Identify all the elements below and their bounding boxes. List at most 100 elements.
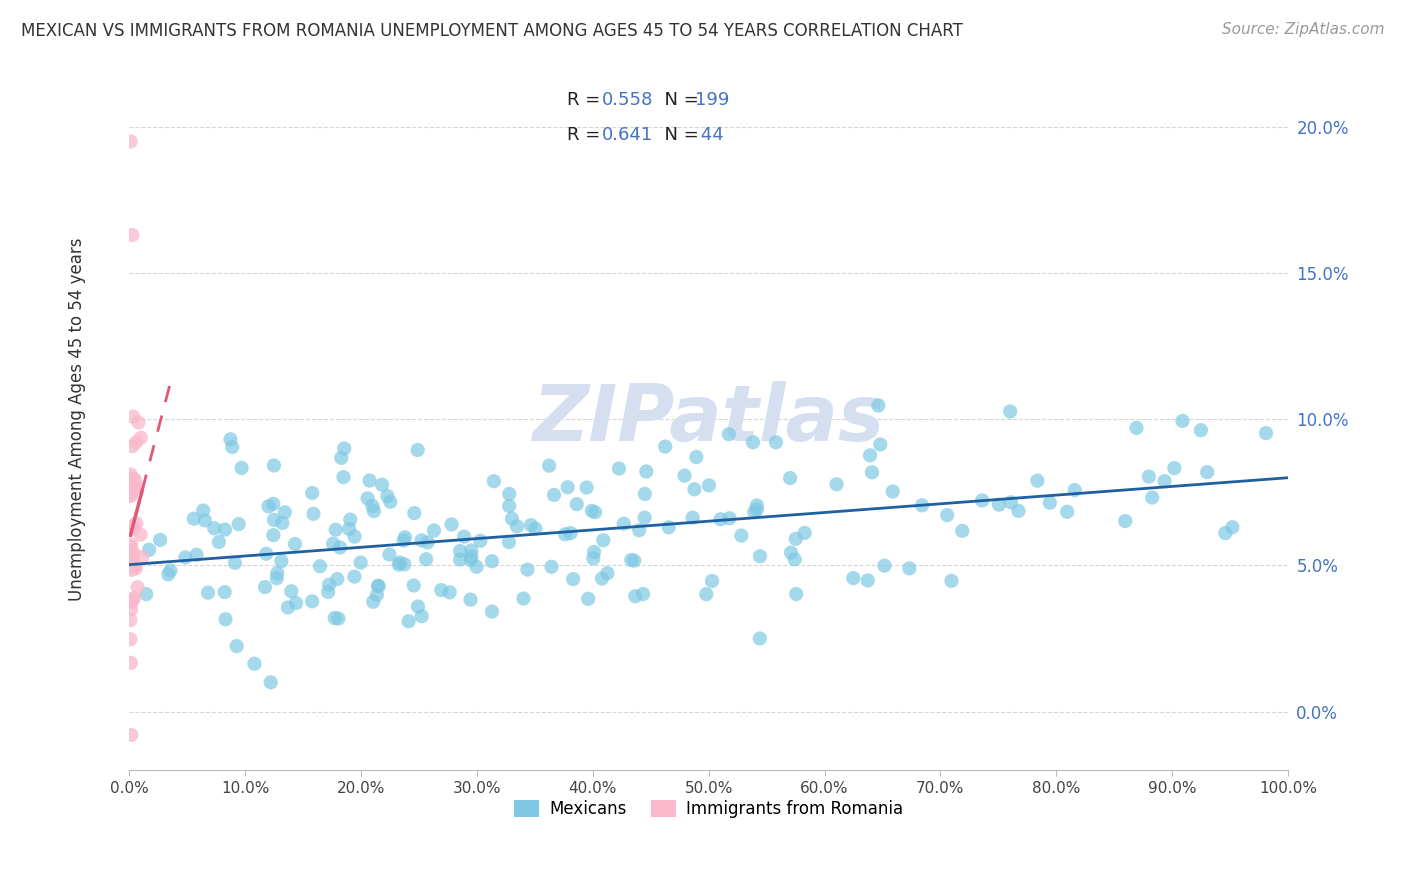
- Text: ZIPatlas: ZIPatlas: [533, 381, 884, 458]
- Point: [243, 657, 266, 671]
- Point: [607, 461, 630, 475]
- Text: MEXICAN VS IMMIGRANTS FROM ROMANIA UNEMPLOYMENT AMONG AGES 45 TO 54 YEARS CORREL: MEXICAN VS IMMIGRANTS FROM ROMANIA UNEMP…: [21, 22, 963, 40]
- Point: [1140, 491, 1163, 505]
- Point: [377, 489, 399, 503]
- Point: [124, 559, 146, 574]
- Point: [121, 228, 143, 243]
- Point: [742, 435, 765, 450]
- Point: [120, 728, 142, 742]
- Point: [121, 483, 143, 498]
- Point: [122, 592, 145, 607]
- Text: 199: 199: [695, 91, 730, 109]
- Point: [138, 542, 160, 557]
- Point: [765, 435, 787, 450]
- Point: [120, 540, 142, 554]
- Point: [253, 580, 276, 594]
- Point: [120, 488, 142, 502]
- Point: [270, 554, 292, 568]
- Point: [1222, 520, 1244, 534]
- Point: [868, 399, 890, 413]
- Point: [1063, 483, 1085, 497]
- Point: [783, 552, 806, 566]
- Point: [742, 505, 765, 519]
- Point: [460, 592, 482, 607]
- Point: [562, 572, 585, 586]
- Point: [860, 465, 883, 479]
- Point: [263, 458, 285, 473]
- Point: [1125, 421, 1147, 435]
- Point: [325, 523, 347, 537]
- Point: [124, 473, 146, 487]
- Point: [302, 507, 325, 521]
- Point: [121, 439, 143, 453]
- Point: [120, 538, 142, 552]
- Point: [717, 427, 740, 442]
- Point: [658, 520, 681, 534]
- Point: [120, 489, 142, 503]
- Point: [266, 571, 288, 585]
- Point: [120, 557, 142, 571]
- Point: [122, 591, 145, 605]
- Point: [388, 558, 411, 572]
- Point: [873, 558, 896, 573]
- Point: [856, 574, 879, 588]
- Point: [274, 505, 297, 519]
- Point: [700, 574, 723, 588]
- Point: [748, 632, 770, 646]
- Point: [125, 435, 148, 450]
- Point: [1254, 426, 1277, 441]
- Point: [465, 559, 488, 574]
- Point: [634, 487, 657, 501]
- Point: [326, 572, 349, 586]
- Point: [460, 549, 482, 564]
- Text: N =: N =: [652, 91, 704, 109]
- Point: [366, 588, 388, 602]
- Point: [575, 481, 598, 495]
- Point: [398, 614, 420, 628]
- Point: [620, 553, 643, 567]
- Point: [121, 478, 143, 492]
- Point: [121, 519, 143, 533]
- Point: [631, 587, 654, 601]
- Point: [842, 571, 865, 585]
- Point: [560, 526, 582, 541]
- Point: [394, 530, 416, 544]
- Point: [592, 533, 614, 548]
- Point: [121, 563, 143, 577]
- Point: [936, 508, 959, 523]
- Point: [330, 450, 353, 465]
- Text: 0.641: 0.641: [602, 126, 654, 145]
- Point: [988, 498, 1011, 512]
- Point: [125, 516, 148, 531]
- Point: [1213, 526, 1236, 541]
- Point: [157, 567, 180, 582]
- Point: [361, 499, 384, 513]
- Point: [122, 546, 145, 560]
- Point: [498, 487, 520, 501]
- Point: [361, 595, 384, 609]
- Point: [254, 547, 277, 561]
- Point: [120, 594, 142, 608]
- Point: [498, 499, 520, 513]
- Point: [120, 632, 142, 647]
- Point: [328, 611, 350, 625]
- Point: [285, 596, 308, 610]
- Point: [538, 458, 561, 473]
- Point: [343, 530, 366, 544]
- Point: [481, 605, 503, 619]
- Point: [749, 549, 772, 564]
- Point: [228, 517, 250, 532]
- Point: [695, 587, 717, 601]
- Point: [262, 497, 284, 511]
- Point: [262, 528, 284, 542]
- Point: [129, 431, 152, 445]
- Point: [516, 563, 538, 577]
- Point: [685, 450, 707, 464]
- Point: [859, 448, 882, 462]
- Point: [202, 521, 225, 535]
- Point: [394, 558, 416, 572]
- Point: [1163, 461, 1185, 475]
- Point: [697, 478, 720, 492]
- Point: [183, 512, 205, 526]
- Point: [332, 470, 354, 484]
